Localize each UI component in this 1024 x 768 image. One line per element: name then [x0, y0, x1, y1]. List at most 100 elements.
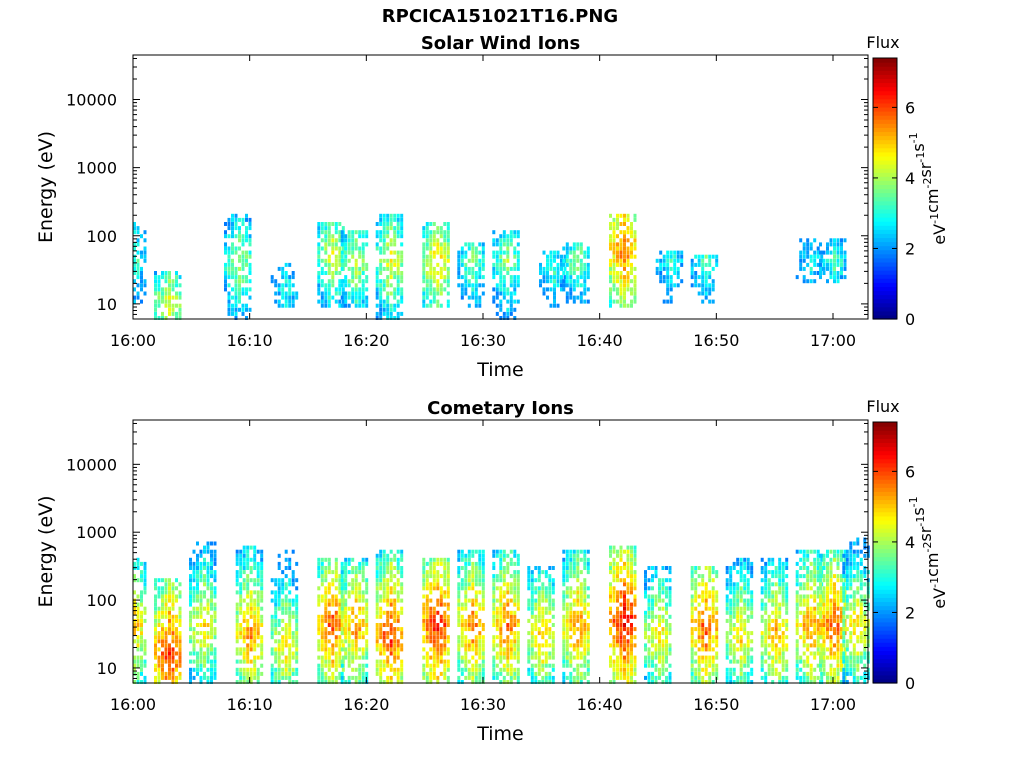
data-cell — [704, 566, 708, 570]
data-cell — [192, 610, 196, 615]
data-cell — [242, 680, 246, 684]
data-cell — [474, 287, 478, 292]
data-cell — [168, 295, 171, 300]
data-cell — [358, 627, 362, 632]
data-cell — [464, 651, 468, 656]
data-cell — [256, 566, 260, 570]
data-cell — [253, 675, 257, 680]
data-cell — [579, 671, 583, 676]
data-cell — [816, 254, 820, 259]
data-cell — [354, 242, 358, 247]
data-cell — [189, 586, 192, 591]
data-cell — [833, 279, 836, 284]
data-cell — [609, 303, 612, 308]
data-cell — [644, 594, 647, 599]
data-cell — [347, 663, 351, 668]
data-cell — [829, 258, 833, 263]
data-cell — [819, 275, 822, 280]
data-cell — [665, 639, 668, 644]
data-cell — [239, 582, 243, 587]
data-cell — [439, 643, 443, 648]
data-cell — [623, 635, 626, 640]
data-cell — [651, 643, 654, 648]
data-cell — [432, 667, 436, 672]
data-cell — [249, 570, 253, 575]
data-cell — [836, 279, 840, 284]
data-cell — [175, 316, 178, 320]
data-cell — [767, 590, 771, 595]
data-cell — [586, 623, 590, 627]
y-tick-label: 100 — [86, 227, 117, 246]
data-cell — [750, 647, 754, 652]
data-cell — [746, 651, 750, 656]
data-cell — [633, 627, 637, 632]
data-cell — [565, 618, 569, 623]
data-cell — [238, 230, 241, 235]
data-cell — [347, 680, 351, 684]
data-cell — [324, 675, 328, 680]
data-cell — [658, 647, 661, 652]
data-cell — [499, 586, 503, 591]
data-cell — [446, 303, 450, 308]
data-cell — [760, 590, 764, 595]
data-cell — [565, 279, 569, 284]
data-cell — [633, 213, 637, 218]
data-cell — [245, 262, 248, 267]
data-cell — [354, 303, 358, 308]
data-cell — [291, 578, 295, 583]
data-cell — [192, 659, 196, 664]
data-cell — [210, 557, 213, 562]
data-cell — [358, 250, 362, 255]
data-cell — [340, 594, 344, 599]
data-cell — [248, 266, 252, 271]
data-cell — [344, 295, 348, 300]
data-cell — [284, 675, 288, 680]
data-cell — [499, 307, 503, 312]
data-cell — [443, 557, 447, 562]
data-cell — [502, 614, 506, 619]
data-cell — [379, 651, 383, 656]
data-cell — [386, 262, 390, 267]
data-cell — [659, 258, 663, 263]
data-cell — [743, 651, 747, 656]
data-cell — [492, 295, 496, 300]
data-cell — [361, 606, 365, 611]
data-cell — [338, 614, 342, 619]
data-cell — [746, 578, 750, 583]
data-cell — [400, 222, 404, 226]
spectrogram-cells — [133, 537, 870, 684]
data-cell — [382, 570, 386, 575]
data-cell — [704, 598, 708, 603]
data-cell — [764, 643, 768, 648]
data-cell — [178, 647, 182, 652]
data-cell — [446, 226, 450, 231]
data-cell — [619, 602, 623, 607]
data-cell — [171, 635, 175, 640]
data-cell — [213, 557, 217, 562]
data-cell — [626, 667, 630, 672]
data-cell — [697, 627, 701, 632]
data-cell — [161, 671, 164, 676]
data-cell — [534, 590, 538, 595]
data-cell — [464, 574, 468, 579]
data-cell — [743, 598, 747, 603]
data-cell — [551, 639, 555, 644]
data-cell — [291, 610, 295, 615]
data-cell — [829, 266, 833, 271]
data-cell — [189, 639, 192, 644]
data-cell — [778, 586, 782, 591]
data-cell — [133, 262, 136, 267]
data-cell — [690, 578, 694, 583]
data-cell — [725, 680, 729, 684]
data-cell — [210, 574, 213, 579]
data-cell — [549, 262, 553, 267]
data-cell — [506, 254, 510, 259]
data-cell — [626, 303, 630, 308]
data-cell — [425, 578, 429, 583]
data-cell — [317, 566, 321, 570]
data-cell — [474, 663, 478, 668]
data-cell — [422, 254, 426, 259]
data-cell — [806, 254, 810, 259]
data-cell — [210, 675, 213, 680]
data-cell — [320, 266, 324, 271]
